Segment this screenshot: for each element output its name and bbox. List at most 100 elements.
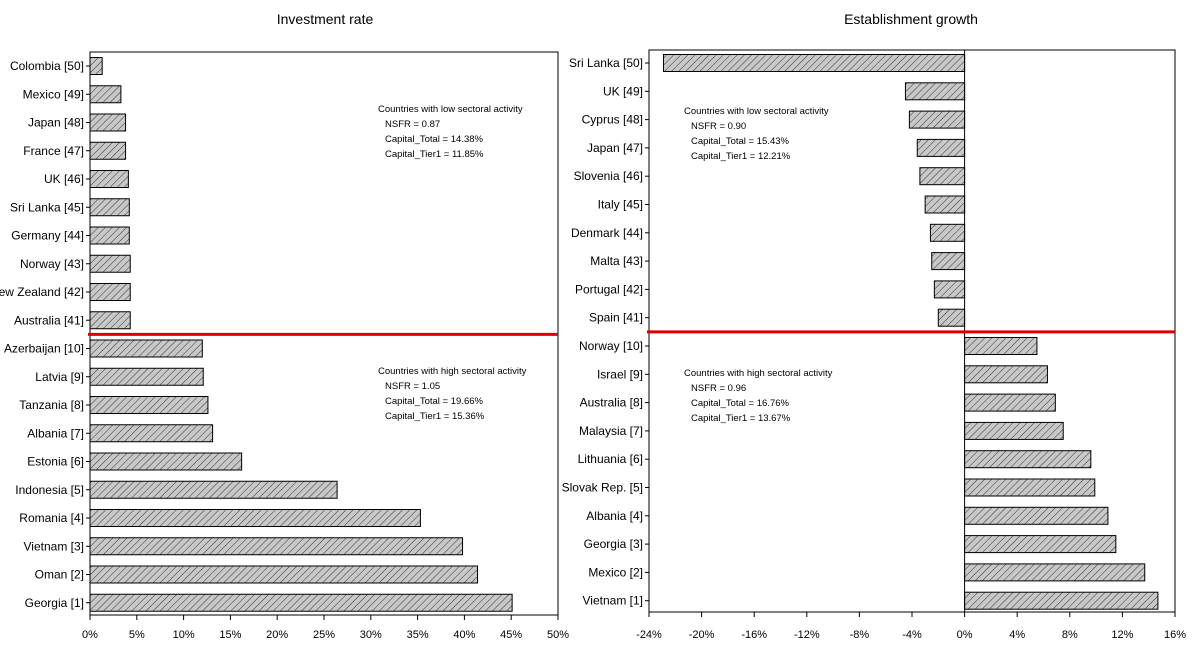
establishment-growth-category-label: Israel [9] — [597, 367, 643, 381]
investment-rate-category-label: Norway [43] — [20, 257, 84, 271]
investment-rate-annotation-low: Countries with low sectoral activity NSFR… — [378, 104, 523, 160]
establishment-growth-x-ticks: -24% -20% -16% -12% -8% -4% 0% 4% 8% 12% 16% — [636, 612, 1186, 641]
investment-rate-category-label: Australia [41] — [14, 313, 84, 327]
investment-rate-bar — [89, 424, 214, 443]
establishment-growth-category-label: Albania [4] — [586, 509, 643, 523]
investment-rate-bar — [89, 141, 127, 160]
investment-rate-annotation-line: Countries with high sectoral activity — [378, 366, 527, 377]
establishment-growth-bar — [964, 535, 1117, 554]
establishment-growth-bar — [924, 195, 966, 214]
establishment-growth-bar — [964, 450, 1092, 469]
establishment-growth-annotation-high: Countries with high sectoral activity NSF… — [684, 368, 833, 424]
establishment-growth-bar — [964, 478, 1096, 497]
investment-rate-annotation-line: Capital_Total = 19.66% — [385, 396, 484, 407]
establishment-growth-bar — [937, 308, 966, 327]
establishment-growth-annotation-line: NSFR = 0.90 — [691, 121, 746, 132]
establishment-growth-bar — [964, 591, 1159, 610]
investment-rate-x-tick-label: 50% — [547, 629, 569, 641]
establishment-growth-category-label: Cyprus [48] — [582, 113, 643, 127]
investment-rate-bar — [89, 593, 513, 612]
investment-rate-bar — [89, 311, 131, 330]
investment-rate-x-tick-label: 40% — [453, 629, 475, 641]
investment-rate-bar — [89, 537, 464, 556]
establishment-growth-x-tick-label: 0% — [957, 629, 973, 641]
investment-rate-bar — [89, 254, 131, 273]
establishment-growth-bar — [904, 82, 966, 101]
establishment-growth-bar — [964, 365, 1048, 384]
investment-rate-bar — [89, 480, 338, 499]
establishment-growth-bar — [931, 252, 966, 271]
investment-rate-annotation-line: NSFR = 1.05 — [385, 381, 440, 392]
establishment-growth-x-tick-label: 8% — [1062, 629, 1078, 641]
establishment-growth-category-label: Denmark [44] — [571, 226, 643, 240]
establishment-growth-category-label: Italy [45] — [598, 198, 643, 212]
establishment-growth-annotation-line: Capital_Total = 15.43% — [691, 136, 790, 147]
establishment-growth-x-tick-label: -24% — [636, 629, 662, 641]
establishment-growth-bar — [964, 506, 1109, 525]
establishment-growth-category-label: Georgia [3] — [584, 537, 643, 551]
investment-rate-category-label: Estonia [6] — [27, 455, 84, 469]
establishment-growth-category-label: Spain [41] — [589, 311, 643, 325]
investment-rate-category-label: Albania [7] — [27, 426, 84, 440]
establishment-growth-annotation-line: Capital_Tier1 = 12.21% — [691, 151, 791, 162]
investment-rate-category-label: Mexico [49] — [23, 87, 84, 101]
establishment-growth-bar — [916, 138, 966, 157]
establishment-growth-annotation-line: Capital_Tier1 = 13.67% — [691, 413, 791, 424]
establishment-growth-x-tick-label: -4% — [902, 629, 922, 641]
investment-rate-bar — [89, 85, 122, 104]
investment-rate-bar — [89, 396, 209, 414]
establishment-growth-category-labels: Sri Lanka [50] UK [49] Cyprus [48] Japan [4… — [562, 56, 649, 608]
establishment-growth-category-label: Mexico [2] — [588, 565, 643, 579]
investment-rate-x-tick-label: 20% — [266, 629, 288, 641]
establishment-growth-x-tick-label: 4% — [1009, 629, 1025, 641]
establishment-growth-x-tick-label: -12% — [794, 629, 820, 641]
investment-rate-bar — [89, 170, 129, 188]
investment-rate-x-ticks: 0% 5% 10% 15% 20% 25% 30% 35% 40% 45% 50% — [82, 615, 569, 641]
investment-rate-x-tick-label: 10% — [173, 629, 195, 641]
investment-rate-category-label: Tanzania [8] — [19, 398, 84, 412]
investment-rate-bar — [89, 339, 203, 358]
investment-rate-annotation-line: Capital_Tier1 = 11.85% — [385, 149, 484, 160]
establishment-growth-category-label: Vietnam [1] — [583, 594, 643, 608]
establishment-growth-bar — [964, 393, 1056, 412]
establishment-growth-bar — [662, 54, 966, 72]
establishment-growth-x-tick-label: 12% — [1111, 629, 1133, 641]
establishment-growth-category-label: Portugal [42] — [575, 282, 643, 296]
investment-rate-title: Investment rate — [277, 11, 374, 27]
establishment-growth-category-label: Malaysia [7] — [579, 424, 643, 438]
investment-rate-category-label: Latvia [9] — [35, 370, 84, 384]
establishment-growth-bar — [964, 337, 1038, 355]
investment-rate-panel: Investment rate Colombia [50] Mexico [49]… — [0, 11, 569, 641]
establishment-growth-x-tick-label: -16% — [741, 629, 767, 641]
investment-rate-category-label: Germany [44] — [11, 229, 84, 243]
establishment-growth-x-tick-label: -20% — [689, 629, 715, 641]
establishment-growth-bar — [964, 563, 1146, 582]
establishment-growth-category-label: Sri Lanka [50] — [569, 56, 643, 70]
investment-rate-bar — [89, 283, 131, 301]
investment-rate-category-labels: Colombia [50] Mexico [49] Japan [48] France… — [0, 59, 90, 610]
establishment-growth-annotation-low: Countries with low sectoral activity NSFR… — [684, 106, 829, 162]
establishment-growth-x-tick-label: 16% — [1164, 629, 1186, 641]
investment-rate-category-label: Colombia [50] — [10, 59, 84, 73]
establishment-growth-category-label: Slovenia [46] — [574, 169, 643, 183]
establishment-growth-category-label: Slovak Rep. [5] — [562, 481, 643, 495]
establishment-growth-category-label: Lithuania [6] — [578, 452, 643, 466]
establishment-growth-title: Establishment growth — [844, 11, 978, 27]
investment-rate-annotation-line: Capital_Tier1 = 15.36% — [385, 411, 485, 422]
investment-rate-annotation-line: Capital_Total = 14.38% — [385, 134, 484, 145]
investment-rate-x-tick-label: 25% — [313, 629, 335, 641]
investment-rate-bar — [89, 565, 479, 584]
establishment-growth-annotation-line: NSFR = 0.96 — [691, 383, 746, 394]
establishment-growth-bar — [919, 167, 966, 186]
investment-rate-bar — [89, 113, 127, 132]
investment-rate-x-tick-label: 0% — [82, 629, 98, 641]
investment-rate-category-label: France [47] — [23, 144, 84, 158]
establishment-growth-category-label: Norway [10] — [579, 339, 643, 353]
establishment-growth-annotation-line: Countries with high sectoral activity — [684, 368, 833, 379]
establishment-growth-annotation-line: Capital_Total = 16.76% — [691, 398, 790, 409]
investment-rate-x-tick-label: 45% — [500, 629, 522, 641]
investment-rate-annotation-line: NSFR = 0.87 — [385, 119, 440, 130]
investment-rate-category-label: UK [46] — [44, 172, 84, 186]
investment-rate-bar — [89, 452, 243, 471]
